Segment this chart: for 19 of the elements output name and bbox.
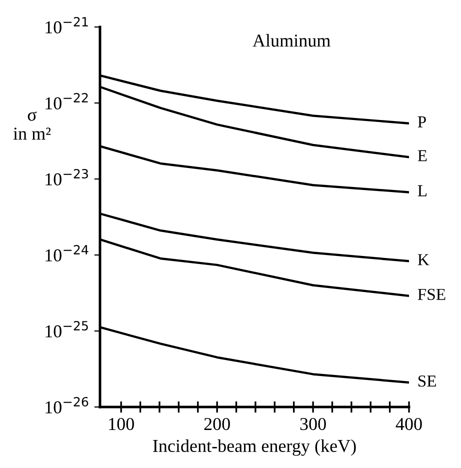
y-tick-label: 10$^{−22}$	[46, 92, 88, 110]
y-tick-label: 10$^{−21}$	[46, 16, 88, 34]
x-tick-label: 200	[204, 418, 230, 430]
x-tick-label: 400	[396, 418, 422, 430]
y-tick-label: 10$^{−25}$	[46, 320, 88, 338]
x-axis-title: Incident-beam energy (keV)	[153, 439, 356, 456]
series-label: P	[418, 116, 426, 128]
x-tick-label: 100	[109, 418, 134, 430]
chart-title: Aluminum	[252, 34, 330, 47]
series-label: K	[418, 254, 430, 266]
y-axis-title: σ in m²	[13, 111, 51, 140]
series-label: FSE	[418, 288, 446, 300]
series-label: SE	[418, 375, 436, 387]
x-tick-label: 300	[300, 418, 326, 430]
series-label: L	[418, 185, 427, 196]
y-tick-label: 10$^{−23}$	[46, 168, 88, 186]
series-label: E	[418, 150, 427, 162]
y-tick-label: 10$^{−26}$	[46, 396, 88, 414]
y-tick-label: 10$^{−24}$	[46, 244, 88, 262]
